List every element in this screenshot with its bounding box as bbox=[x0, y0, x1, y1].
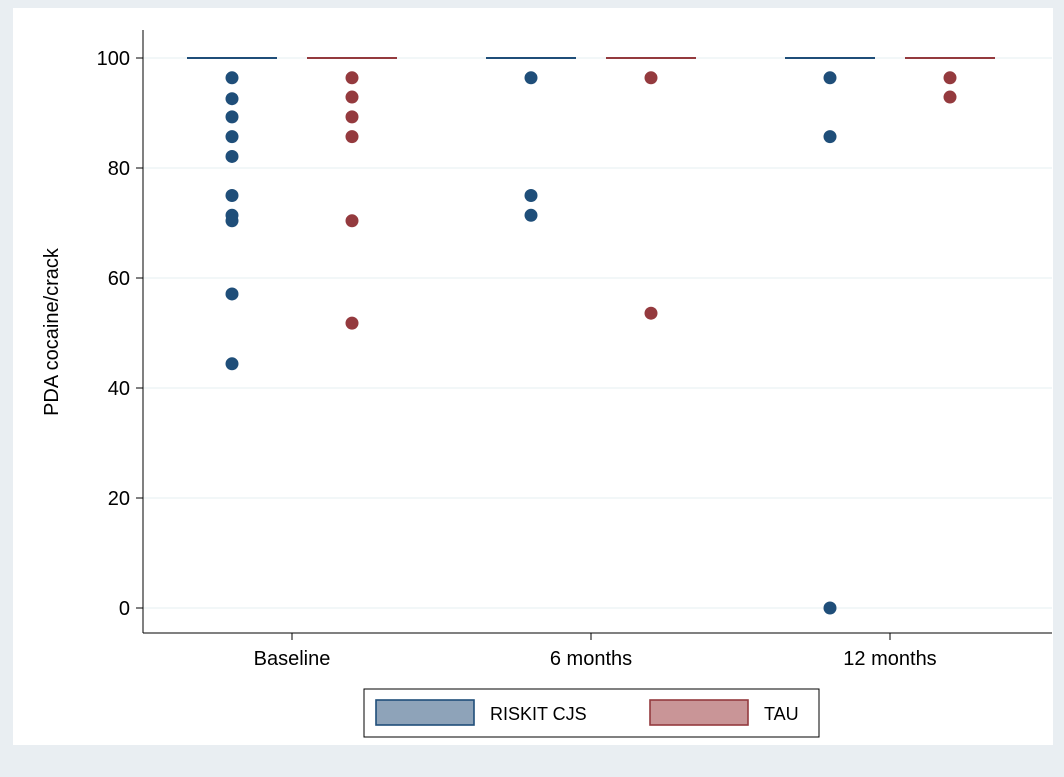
grid-lines bbox=[143, 57, 1052, 609]
y-tick-label-80: 80 bbox=[108, 158, 130, 180]
point-riskit-cjs-6-months-0 bbox=[524, 71, 538, 85]
legend-label-tau: TAU bbox=[764, 704, 799, 724]
point-riskit-cjs-baseline-2 bbox=[225, 110, 239, 124]
point-riskit-cjs-6-months-1 bbox=[524, 189, 538, 202]
legend: RISKIT CJS TAU bbox=[363, 688, 820, 738]
point-tau-6-months-0 bbox=[644, 71, 658, 85]
point-riskit-cjs-12-months-1 bbox=[823, 130, 837, 144]
point-riskit-cjs-baseline-7 bbox=[225, 214, 239, 228]
point-tau-12-months-0 bbox=[943, 71, 957, 85]
y-tick-label-0: 0 bbox=[119, 598, 130, 620]
plot-frame-background bbox=[13, 8, 1053, 745]
point-riskit-cjs-12-months-0 bbox=[823, 71, 837, 85]
point-tau-baseline-0 bbox=[345, 71, 359, 85]
data-marks bbox=[187, 57, 995, 615]
point-tau-baseline-4 bbox=[345, 214, 359, 228]
point-tau-baseline-5 bbox=[345, 316, 359, 330]
point-tau-baseline-1 bbox=[345, 90, 359, 104]
point-riskit-cjs-baseline-9 bbox=[225, 357, 239, 371]
point-riskit-cjs-baseline-5 bbox=[225, 189, 239, 202]
legend-swatch-tau bbox=[649, 699, 749, 726]
y-tick-label-20: 20 bbox=[108, 488, 130, 510]
x-tick-label-baseline: Baseline bbox=[254, 648, 331, 670]
y-tick-label-60: 60 bbox=[108, 268, 130, 290]
point-riskit-cjs-baseline-4 bbox=[225, 149, 239, 163]
x-tick-label-6-months: 6 months bbox=[550, 648, 632, 670]
point-riskit-cjs-6-months-2 bbox=[524, 208, 538, 222]
point-tau-baseline-3 bbox=[345, 130, 359, 144]
legend-swatch-riskit-cjs bbox=[375, 699, 475, 726]
axes: 0 20 40 60 80 100 Baseline 6 months 12 months bbox=[97, 30, 1052, 670]
point-riskit-cjs-12-months-2 bbox=[823, 601, 837, 615]
point-riskit-cjs-baseline-1 bbox=[225, 92, 239, 106]
point-riskit-cjs-baseline-0 bbox=[225, 71, 239, 85]
point-tau-6-months-1 bbox=[644, 306, 658, 320]
y-tick-label-40: 40 bbox=[108, 378, 130, 400]
x-tick-label-12-months: 12 months bbox=[843, 648, 936, 670]
point-riskit-cjs-baseline-8 bbox=[225, 287, 239, 301]
y-axis-label: PDA cocaine/crack bbox=[41, 247, 63, 416]
point-tau-baseline-2 bbox=[345, 110, 359, 124]
legend-label-riskit-cjs: RISKIT CJS bbox=[490, 704, 587, 724]
point-riskit-cjs-baseline-3 bbox=[225, 130, 239, 144]
point-tau-12-months-1 bbox=[943, 90, 957, 104]
y-tick-label-100: 100 bbox=[97, 48, 130, 70]
